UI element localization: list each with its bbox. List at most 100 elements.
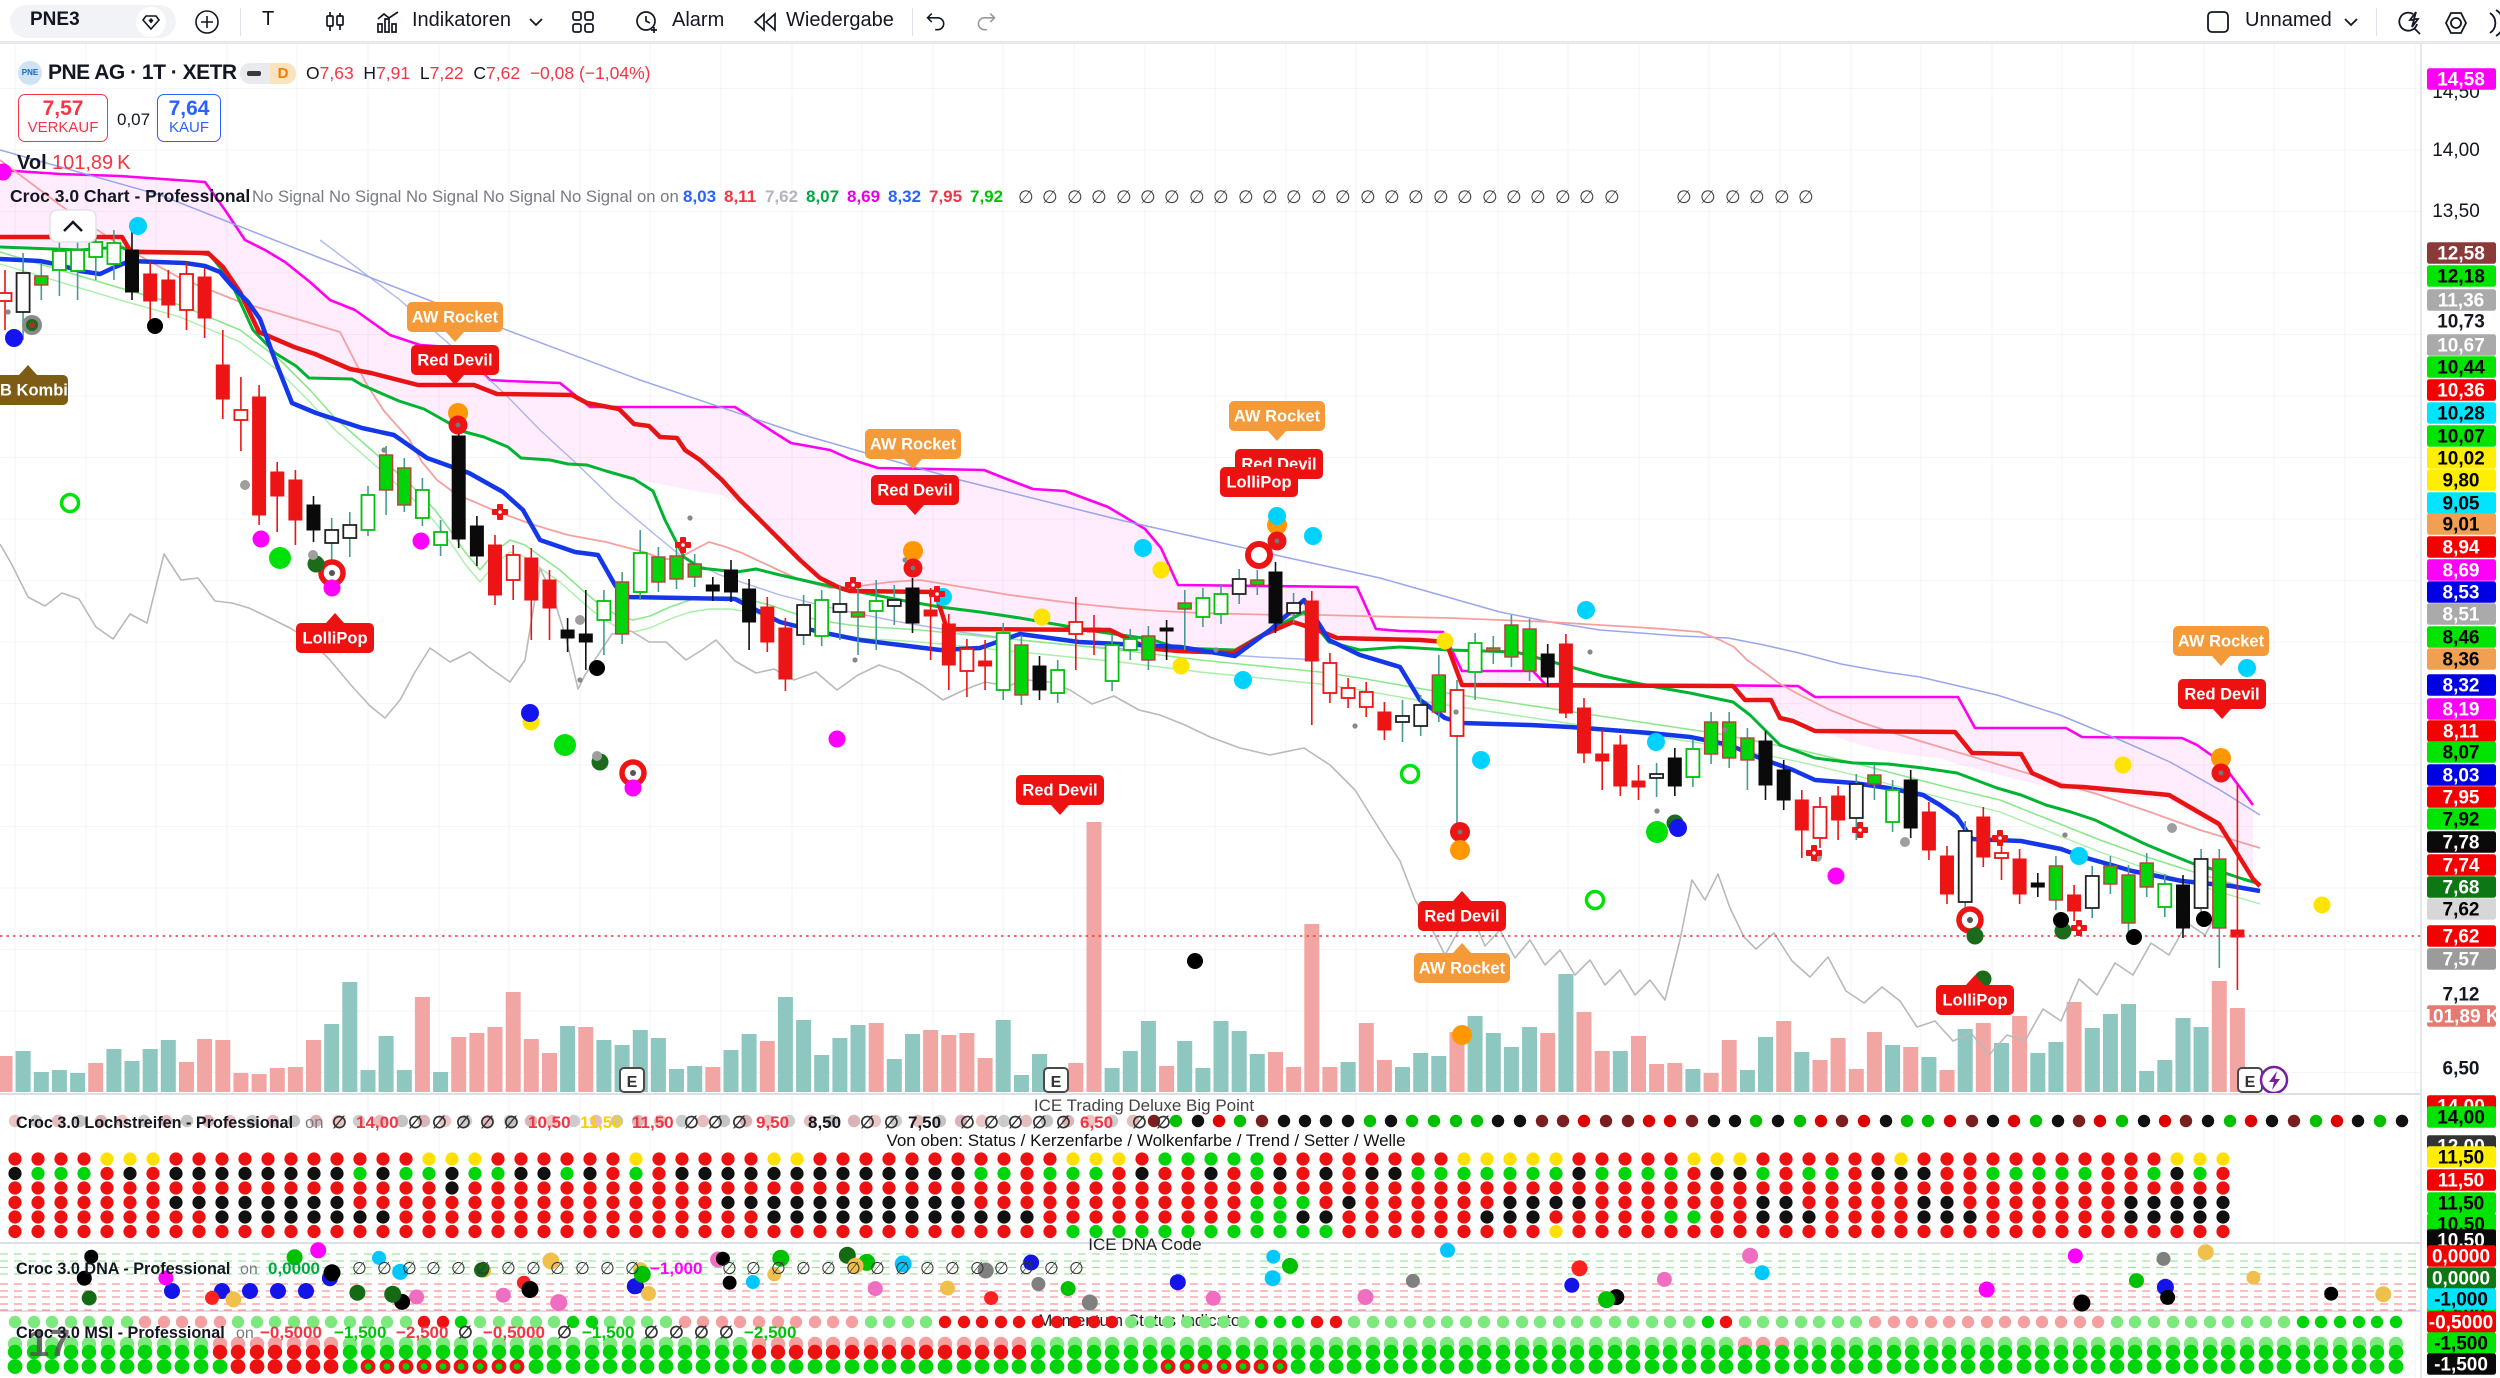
- svg-text:∅: ∅: [1056, 1113, 1071, 1132]
- svg-text:∅: ∅: [625, 1259, 640, 1278]
- svg-text:∅: ∅: [1774, 187, 1790, 207]
- svg-text:8,46: 8,46: [2443, 628, 2480, 649]
- svg-text:∅: ∅: [1019, 1259, 1034, 1278]
- svg-text:∅: ∅: [719, 1323, 734, 1342]
- svg-text:∅: ∅: [1286, 187, 1302, 207]
- svg-text:∅: ∅: [550, 1259, 565, 1278]
- svg-text:∅: ∅: [708, 1113, 723, 1132]
- svg-text:∅: ∅: [1018, 187, 1034, 207]
- svg-text:11,50: 11,50: [2438, 1148, 2485, 1169]
- svg-text:13,50: 13,50: [2432, 201, 2480, 222]
- svg-text:7,62: 7,62: [2443, 900, 2480, 921]
- svg-text:-0,5000: -0,5000: [2429, 1313, 2493, 1334]
- svg-text:AW Rocket: AW Rocket: [1419, 960, 1506, 978]
- svg-text:8,11: 8,11: [724, 187, 756, 206]
- svg-text:7,95: 7,95: [929, 187, 962, 206]
- svg-text:∅: ∅: [480, 1113, 495, 1132]
- svg-text:Red Devil: Red Devil: [1022, 782, 1097, 800]
- svg-text:14,58: 14,58: [2437, 70, 2485, 91]
- svg-text:−1,500: −1,500: [334, 1323, 386, 1342]
- svg-text:∅: ∅: [994, 1259, 1009, 1278]
- svg-text:∅: ∅: [377, 1259, 392, 1278]
- svg-text:LolliPop: LolliPop: [1942, 992, 2007, 1010]
- svg-text:Red Devil: Red Devil: [417, 352, 492, 370]
- svg-text:∅: ∅: [984, 1113, 999, 1132]
- svg-text:∅: ∅: [970, 1259, 985, 1278]
- svg-text:8,51: 8,51: [2443, 605, 2480, 626]
- svg-text:∅: ∅: [1164, 187, 1180, 207]
- svg-text:∅: ∅: [846, 1259, 861, 1278]
- svg-text:∅: ∅: [1069, 1259, 1084, 1278]
- svg-text:∅: ∅: [1798, 187, 1814, 207]
- svg-text:−2,500: −2,500: [396, 1323, 448, 1342]
- svg-text:7,62: 7,62: [765, 187, 798, 206]
- svg-text:∅: ∅: [476, 1259, 491, 1278]
- svg-text:-1,000: -1,000: [2434, 1290, 2488, 1311]
- svg-text:∅: ∅: [960, 1113, 975, 1132]
- svg-text:8,11: 8,11: [2443, 722, 2479, 743]
- svg-text:14,00: 14,00: [2432, 140, 2480, 161]
- svg-text:−2,500: −2,500: [744, 1323, 796, 1342]
- svg-text:7,62: 7,62: [2443, 927, 2480, 948]
- svg-text:AW Rocket: AW Rocket: [412, 309, 499, 327]
- svg-text:9,50: 9,50: [756, 1113, 789, 1132]
- svg-text:∅: ∅: [456, 1113, 471, 1132]
- svg-text:∅: ∅: [684, 1113, 699, 1132]
- svg-text:-1,500: -1,500: [2434, 1355, 2488, 1376]
- svg-text:10,02: 10,02: [2437, 449, 2485, 470]
- svg-text:7,57: 7,57: [2443, 950, 2480, 971]
- svg-text:Croc 3.0 Lochstreifen - Profes: Croc 3.0 Lochstreifen - Professional: [16, 1114, 293, 1132]
- svg-text:∅: ∅: [920, 1259, 935, 1278]
- svg-text:Croc 3.0 Chart - Professional: Croc 3.0 Chart - Professional: [10, 186, 250, 206]
- svg-text:∅: ∅: [1676, 187, 1692, 207]
- svg-text:10,67: 10,67: [2437, 336, 2485, 357]
- svg-text:No Signal No Signal No Signal: No Signal No Signal No Signal No Signal …: [252, 187, 679, 206]
- svg-text:8,19: 8,19: [2443, 700, 2480, 721]
- svg-text:7,50: 7,50: [908, 1113, 941, 1132]
- svg-text:7,68: 7,68: [2443, 878, 2480, 899]
- svg-text:∅: ∅: [1335, 187, 1351, 207]
- svg-text:11,50: 11,50: [2438, 1171, 2485, 1192]
- svg-text:∅: ∅: [451, 1259, 466, 1278]
- svg-text:∅: ∅: [1032, 1113, 1047, 1132]
- svg-text:10,44: 10,44: [2437, 358, 2485, 379]
- svg-text:7,92: 7,92: [970, 187, 1003, 206]
- svg-text:8,50: 8,50: [808, 1113, 841, 1132]
- svg-text:0,0000: 0,0000: [2432, 1269, 2490, 1290]
- svg-text:∅: ∅: [1555, 187, 1571, 207]
- svg-text:6,50: 6,50: [1080, 1113, 1113, 1132]
- svg-text:∅: ∅: [504, 1113, 519, 1132]
- svg-text:7,74: 7,74: [2443, 856, 2480, 877]
- svg-text:∅: ∅: [669, 1323, 684, 1342]
- svg-text:∅: ∅: [1091, 187, 1107, 207]
- svg-text:∅: ∅: [1433, 187, 1449, 207]
- svg-text:−0,5000: −0,5000: [483, 1323, 545, 1342]
- svg-text:11,50: 11,50: [2438, 1194, 2485, 1215]
- svg-text:17: 17: [28, 1323, 70, 1365]
- svg-text:∅: ∅: [1156, 1113, 1171, 1132]
- svg-text:∅: ∅: [771, 1259, 786, 1278]
- svg-text:11,50: 11,50: [632, 1113, 674, 1132]
- svg-text:∅: ∅: [458, 1323, 473, 1342]
- svg-text:8,03: 8,03: [683, 187, 716, 206]
- svg-text:Red Devil: Red Devil: [877, 482, 952, 500]
- svg-text:∅: ∅: [1749, 187, 1765, 207]
- svg-text:7,78: 7,78: [2443, 833, 2480, 854]
- svg-text:∅: ∅: [1408, 187, 1424, 207]
- svg-text:7,92: 7,92: [2443, 810, 2480, 831]
- svg-text:∅: ∅: [1311, 187, 1327, 207]
- svg-text:ICE Trading Deluxe Big Point: ICE Trading Deluxe Big Point: [1034, 1096, 1254, 1115]
- svg-text:∅: ∅: [884, 1113, 899, 1132]
- svg-text:BB Kombi: BB Kombi: [0, 382, 68, 400]
- svg-text:∅: ∅: [600, 1259, 615, 1278]
- svg-text:101,89 K: 101,89 K: [2422, 1007, 2499, 1028]
- svg-text:−1,500: −1,500: [582, 1323, 634, 1342]
- svg-text:E: E: [2245, 1074, 2256, 1091]
- svg-text:0,0000: 0,0000: [268, 1259, 320, 1278]
- svg-text:on: on: [240, 1261, 258, 1278]
- svg-text:∅: ∅: [402, 1259, 417, 1278]
- svg-text:∅: ∅: [821, 1259, 836, 1278]
- svg-text:∅: ∅: [1530, 187, 1546, 207]
- svg-text:9,01: 9,01: [2443, 515, 2480, 536]
- svg-text:AW Rocket: AW Rocket: [870, 436, 957, 454]
